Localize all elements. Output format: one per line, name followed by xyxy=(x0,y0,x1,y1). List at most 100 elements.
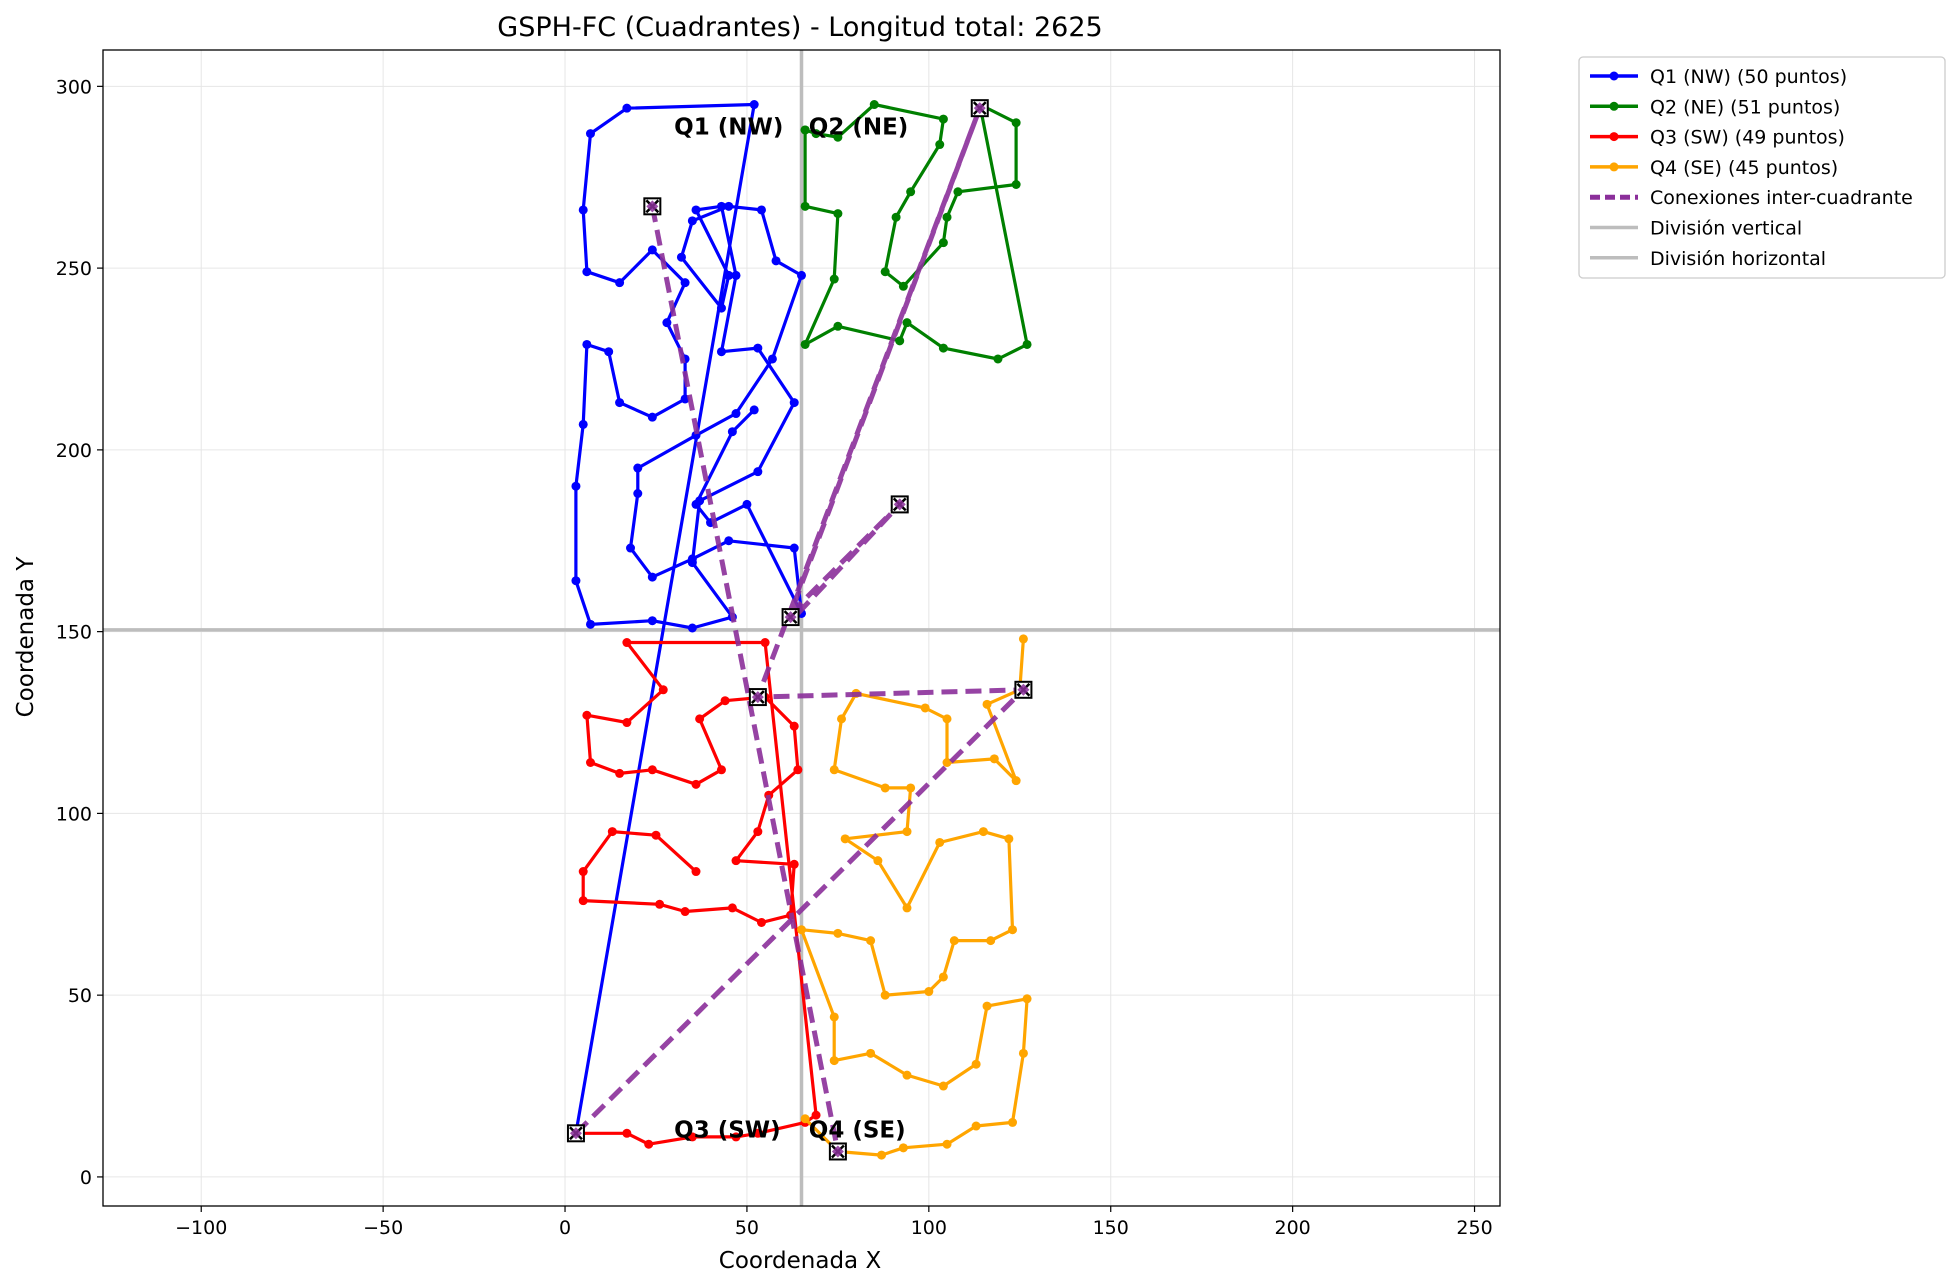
route-point xyxy=(687,623,697,633)
quadrant-label: Q4 (SE) xyxy=(809,1118,906,1144)
route-point xyxy=(811,129,821,139)
route-point xyxy=(1022,339,1032,349)
route-point xyxy=(800,1114,810,1124)
route-point xyxy=(716,347,726,357)
route-point xyxy=(829,1012,839,1022)
route-point xyxy=(789,859,799,869)
route-point xyxy=(1022,994,1032,1004)
route-point xyxy=(942,714,952,724)
legend-label: División horizontal xyxy=(1650,248,1826,270)
legend-box xyxy=(1578,56,1946,279)
route-point xyxy=(724,536,734,546)
route-point xyxy=(607,827,617,837)
route-point xyxy=(1004,834,1014,844)
route-point xyxy=(647,765,657,775)
x-axis-title: Coordenada X xyxy=(719,1248,882,1274)
route-point xyxy=(829,274,839,284)
legend-marker xyxy=(1609,71,1619,81)
entry-marker-diamond xyxy=(646,200,659,213)
quadrant-entry-markers xyxy=(566,99,1033,1161)
route-point xyxy=(938,972,948,982)
route-point xyxy=(877,1150,887,1160)
route-point xyxy=(800,339,810,349)
y-tick-label: 50 xyxy=(68,985,92,1007)
route-point xyxy=(647,572,657,582)
route-point xyxy=(924,987,934,997)
y-tick-label: 300 xyxy=(56,76,92,98)
route-point xyxy=(676,252,686,262)
route-point xyxy=(753,467,763,477)
route-point xyxy=(986,936,996,946)
route-point xyxy=(866,936,876,946)
route-point xyxy=(895,336,905,346)
y-tick-label: 100 xyxy=(56,803,92,825)
entry-marker-diamond xyxy=(973,102,986,115)
route-point xyxy=(840,834,850,844)
route-point xyxy=(935,140,945,150)
route-point xyxy=(615,398,625,408)
route-point xyxy=(687,216,697,226)
route-point xyxy=(982,1001,992,1011)
route-point xyxy=(626,543,636,553)
legend-label: Q2 (NE) (51 puntos) xyxy=(1650,96,1840,118)
route-point xyxy=(662,318,672,328)
route-point xyxy=(906,187,916,197)
x-tick-label: −100 xyxy=(175,1217,227,1239)
route-point xyxy=(582,710,592,720)
route-point xyxy=(971,1121,981,1131)
route-point xyxy=(578,867,588,877)
route-point xyxy=(716,765,726,775)
route-point xyxy=(989,754,999,764)
route-point xyxy=(680,907,690,917)
route-point xyxy=(898,281,908,291)
route-point xyxy=(731,270,741,280)
y-tick-label: 200 xyxy=(56,440,92,462)
route-point xyxy=(797,925,806,935)
route-point xyxy=(982,699,992,709)
route-point xyxy=(578,896,588,906)
route-point xyxy=(756,917,766,927)
route-point xyxy=(647,245,657,255)
route-point xyxy=(902,1070,912,1080)
route-point xyxy=(578,419,588,429)
route-point xyxy=(949,936,959,946)
connection-line xyxy=(649,205,841,1152)
route-point xyxy=(695,714,705,724)
x-tick-label: 50 xyxy=(735,1217,759,1239)
route-point xyxy=(902,827,912,837)
legend-item: Q2 (NE) (51 puntos) xyxy=(1590,96,1840,118)
legend-item: Q3 (SW) (49 puntos) xyxy=(1590,127,1845,149)
route-point xyxy=(829,1056,839,1066)
route-point xyxy=(585,129,595,139)
legend-label: Q4 (SE) (45 puntos) xyxy=(1650,157,1838,179)
legend: Q1 (NW) (50 puntos) Q2 (NE) (51 puntos) Q3… xyxy=(1578,56,1946,279)
route-point xyxy=(789,721,799,731)
route-point xyxy=(647,412,657,422)
route-point xyxy=(938,114,948,124)
route-point xyxy=(651,830,661,840)
route-point xyxy=(898,1143,908,1153)
route-point xyxy=(644,1139,654,1149)
route-point xyxy=(920,703,930,713)
route-point xyxy=(749,405,759,415)
route-point xyxy=(833,321,843,331)
x-tick-label: 200 xyxy=(1275,1217,1311,1239)
route-point xyxy=(582,267,592,277)
legend-label: División vertical xyxy=(1650,218,1802,240)
series-q4 xyxy=(797,634,1032,1160)
x-tick-label: 0 xyxy=(559,1217,571,1239)
route-point xyxy=(691,779,701,789)
route-point xyxy=(793,765,803,775)
quadrant-labels: Q1 (NW) Q2 (NE) Q3 (SW) Q4 (SE) xyxy=(674,114,908,1143)
route-point xyxy=(691,205,701,215)
entry-marker-diamond xyxy=(831,1145,844,1158)
route-point xyxy=(571,481,581,491)
route-point xyxy=(578,205,588,215)
route-point xyxy=(938,1081,948,1091)
route-point xyxy=(833,928,843,938)
route-point xyxy=(724,270,734,280)
route-point xyxy=(767,354,777,364)
route-point xyxy=(866,1048,876,1058)
route-point xyxy=(742,499,752,509)
